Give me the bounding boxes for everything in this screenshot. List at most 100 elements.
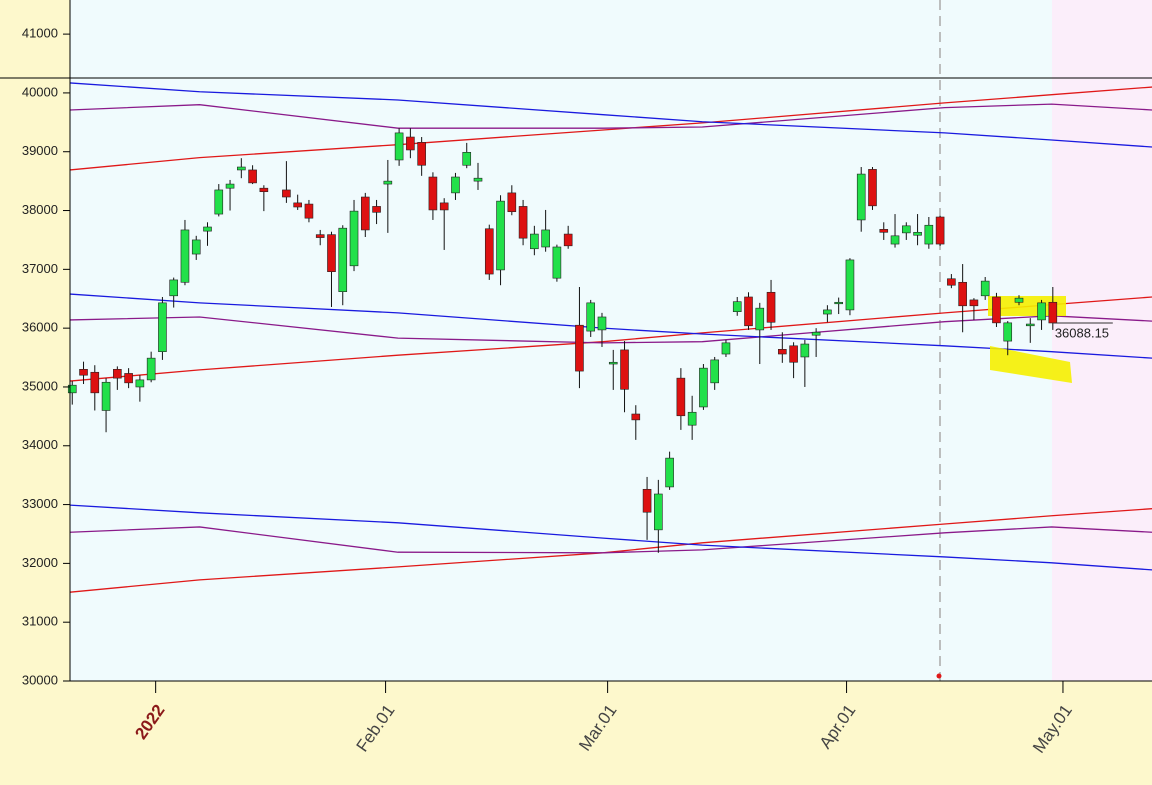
candle-body [214, 189, 224, 215]
candle-body [608, 361, 618, 365]
candle-body [304, 203, 314, 219]
candle-body [744, 296, 753, 327]
candle-body [620, 349, 629, 390]
candle-body [1014, 297, 1024, 303]
candle-body [800, 343, 810, 358]
last-price-label: 36088.15 [1055, 325, 1109, 340]
candle-body [541, 229, 550, 248]
candle-body [496, 200, 505, 271]
x-tick-label: Mar.01 [575, 701, 620, 754]
candle-body [417, 142, 426, 166]
candle-body [327, 234, 336, 272]
candle-body [394, 132, 404, 161]
candle-body [676, 377, 686, 417]
candle-body [868, 169, 877, 207]
candle-body [225, 183, 235, 189]
highlight-box [988, 296, 1066, 316]
candle-body [913, 231, 922, 236]
candle-body [1003, 322, 1013, 342]
candle-body [484, 228, 494, 275]
candle-body [473, 177, 483, 182]
band-line [69, 508, 1152, 593]
candle-body [755, 307, 765, 331]
y-tick-label: 34000 [22, 437, 58, 452]
candle-body [992, 296, 1001, 324]
y-tick-label: 39000 [22, 143, 58, 158]
band-line [69, 293, 1152, 359]
band-line [69, 86, 1152, 171]
candle-body [778, 349, 787, 355]
candle-body [530, 233, 539, 250]
highlight-box [990, 346, 1072, 383]
y-tick-label: 40000 [22, 84, 58, 99]
candle-body [845, 259, 855, 311]
band-line [69, 315, 1152, 344]
x-tick-label: Feb.01 [353, 701, 399, 755]
x-tick-label: May.01 [1029, 701, 1076, 757]
y-tick-label: 36000 [22, 320, 58, 335]
candles: 36088.15 [67, 128, 1113, 553]
candle-body [924, 224, 934, 245]
candle-body [552, 246, 562, 279]
candle-body [947, 278, 956, 286]
candle-body [191, 239, 201, 255]
candle-body [135, 379, 145, 388]
candle-body [890, 235, 900, 245]
candle-body [654, 493, 663, 531]
candle-body [766, 291, 776, 323]
candle-body [383, 180, 393, 185]
candle-body [113, 369, 122, 379]
band-line [69, 504, 1152, 571]
candle-body [834, 301, 843, 305]
candle-body [586, 302, 596, 332]
candle-body [665, 457, 674, 488]
candle-body [958, 281, 967, 307]
y-tick-label: 30000 [22, 672, 58, 687]
candle-body [721, 342, 731, 355]
y-tick-label: 38000 [22, 202, 58, 217]
candle-body [282, 189, 291, 198]
candle-body [1048, 301, 1058, 324]
y-tick-label: 31000 [22, 614, 58, 629]
x-tick-label: 2022 [131, 701, 168, 743]
band-line [69, 82, 1152, 148]
candle-body [180, 229, 190, 283]
candle-body [732, 301, 742, 312]
marker-dot [936, 673, 942, 679]
candle-body [451, 176, 460, 194]
band-line [69, 526, 1152, 554]
candle-body [237, 166, 246, 171]
candle-body [699, 367, 708, 408]
candle-body [439, 202, 449, 211]
candle-body [428, 176, 438, 211]
y-tick-label: 33000 [22, 496, 58, 511]
candle-body [710, 359, 719, 384]
candle-body [980, 280, 990, 297]
candle-body [79, 369, 88, 376]
candle-body [935, 216, 945, 245]
candle-body [372, 206, 381, 213]
candle-body [687, 411, 697, 426]
y-tick-label: 35000 [22, 378, 58, 393]
candle-body [462, 152, 472, 166]
candle-body [67, 384, 77, 394]
candle-body [563, 233, 573, 247]
candle-body [360, 196, 370, 231]
candle-body [146, 357, 156, 381]
candle-body [248, 169, 257, 184]
candle-body [789, 345, 798, 363]
candle-body [901, 225, 911, 234]
candle-body [856, 173, 866, 221]
candle-body [597, 316, 607, 331]
candle-body [293, 202, 302, 208]
candle-body [406, 136, 415, 151]
candle-body [642, 488, 652, 513]
future-zone [1052, 0, 1152, 681]
y-tick-label: 41000 [22, 26, 58, 41]
candle-body [124, 373, 133, 384]
bands [69, 82, 1152, 593]
candle-body [823, 309, 832, 315]
candle-body [518, 206, 528, 239]
